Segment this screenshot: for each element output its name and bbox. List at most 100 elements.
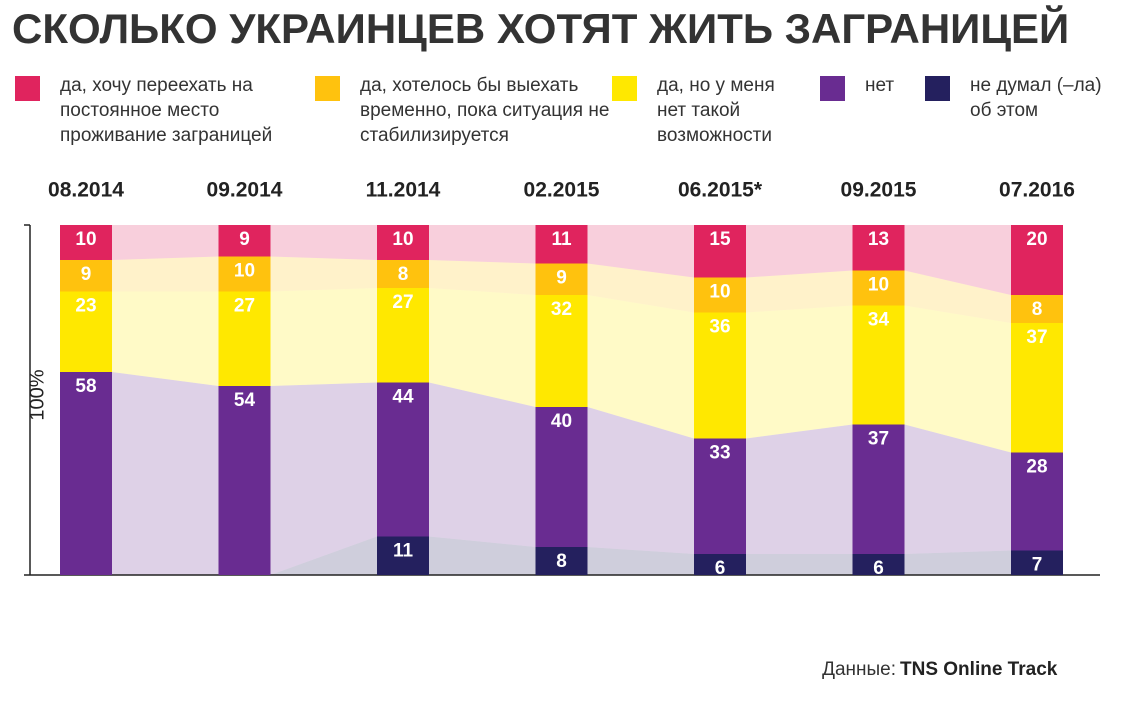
legend-swatch — [925, 76, 950, 101]
value-label: 20 — [1026, 229, 1047, 250]
bar-segment — [852, 270, 905, 306]
source: TNS Online Track — [900, 659, 1058, 680]
value-label: 58 — [75, 376, 96, 397]
value-label: 34 — [868, 310, 890, 331]
legend-label: да, но у меня нет такой возможности — [657, 75, 775, 146]
value-label: 11 — [393, 541, 414, 562]
flow-band — [112, 372, 219, 575]
bar-segment — [852, 424, 905, 554]
value-label: 40 — [551, 411, 572, 432]
bar-segment — [60, 372, 112, 575]
flow-band — [904, 270, 1011, 323]
value-label: 32 — [551, 299, 572, 320]
value-label: 10 — [234, 261, 255, 282]
flow-band — [270, 225, 377, 260]
y-axis-label: 100% — [26, 369, 48, 420]
flow-band — [112, 225, 219, 260]
value-label: 44 — [392, 387, 414, 408]
bar-segment — [377, 536, 429, 575]
legend-swatch — [15, 76, 40, 101]
bar-segment — [377, 382, 429, 537]
bar-segment — [1011, 452, 1063, 551]
flow-band — [429, 288, 536, 407]
value-label: 10 — [75, 229, 96, 250]
flow-band — [746, 554, 853, 575]
flow-band — [270, 382, 377, 575]
bar-segment — [1011, 295, 1063, 323]
x-tick-label: 09.2014 — [207, 179, 283, 202]
flow-band — [746, 424, 853, 554]
legend-swatch — [820, 76, 845, 101]
flow-band — [746, 305, 853, 439]
bar-segment — [218, 256, 271, 292]
bar-segment — [60, 260, 112, 292]
bar-segment — [377, 225, 429, 260]
bar-segment — [218, 386, 271, 575]
value-label: 9 — [81, 264, 92, 285]
value-label: 9 — [556, 268, 567, 289]
legend-swatch — [315, 76, 340, 101]
flow-band — [270, 536, 377, 575]
bar-segment — [535, 407, 588, 547]
flow-band — [112, 256, 219, 292]
value-label: 33 — [709, 443, 730, 464]
value-label: 13 — [868, 229, 889, 250]
bar-segment — [535, 547, 588, 575]
bar-segment — [535, 263, 588, 295]
value-label: 28 — [1026, 457, 1047, 478]
value-label: 9 — [239, 229, 250, 250]
flow-band — [429, 225, 536, 264]
value-label: 11 — [551, 229, 572, 250]
flow-band — [429, 260, 536, 295]
source-label: Данные: — [822, 659, 896, 680]
bar-segment — [852, 305, 905, 425]
bar-segment — [1011, 550, 1063, 575]
bar-segment — [218, 291, 271, 386]
value-label: 37 — [868, 429, 889, 450]
x-tick-label: 06.2015* — [678, 179, 763, 202]
legend-label: не думал (–ла) об этом — [970, 75, 1102, 121]
x-tick-label: 02.2015 — [524, 179, 600, 202]
value-label: 6 — [715, 558, 726, 579]
value-label: 23 — [75, 296, 96, 317]
flow-band — [429, 536, 536, 575]
flow-band — [270, 288, 377, 386]
value-label: 8 — [398, 264, 409, 285]
value-label: 15 — [709, 229, 731, 250]
legend-label: да, хочу переехать на постоянное место п… — [60, 75, 273, 146]
value-label: 37 — [1026, 327, 1047, 348]
flow-band — [746, 225, 853, 278]
flow-band — [429, 382, 536, 547]
value-label: 36 — [709, 317, 730, 338]
value-label: 10 — [868, 275, 889, 296]
flow-band — [904, 424, 1011, 554]
flow-band — [904, 305, 1011, 453]
bar-segment — [218, 225, 271, 257]
legend-swatch — [612, 76, 637, 101]
bar-segment — [377, 288, 429, 383]
value-label: 8 — [556, 551, 567, 572]
value-label: 6 — [873, 558, 884, 579]
bar-segment — [60, 291, 112, 372]
value-label: 27 — [392, 292, 413, 313]
flow-band — [904, 225, 1011, 295]
bar-segment — [694, 225, 746, 278]
flow-band — [587, 295, 694, 439]
chart-title: СКОЛЬКО УКРАИНЦЕВ ХОТЯТ ЖИТЬ ЗАГРАНИЦЕЙ — [12, 4, 1069, 52]
value-label: 7 — [1032, 555, 1043, 576]
legend-label: нет — [865, 75, 895, 96]
bar-segment — [535, 295, 588, 407]
flow-band — [587, 547, 694, 575]
bar-segment — [535, 225, 588, 264]
flow-band — [112, 291, 219, 386]
bar-segment — [694, 312, 746, 439]
flow-band — [587, 225, 694, 278]
flow-band — [270, 256, 377, 292]
x-tick-label: 11.2014 — [366, 179, 441, 202]
flow-band — [587, 407, 694, 554]
value-label: 54 — [234, 390, 256, 411]
x-tick-label: 09.2015 — [841, 179, 917, 202]
value-label: 10 — [392, 229, 413, 250]
value-label: 10 — [709, 282, 730, 303]
